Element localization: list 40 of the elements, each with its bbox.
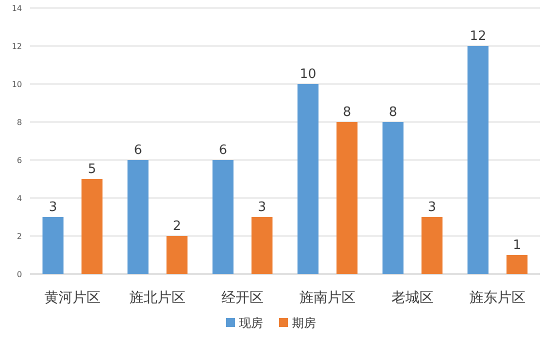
x-tick-label: 旌东片区 <box>470 290 526 306</box>
y-tick-label: 12 <box>12 42 22 51</box>
bar <box>382 122 404 274</box>
y-tick-label: 0 <box>16 270 22 279</box>
data-label: 12 <box>470 29 486 44</box>
bar <box>336 122 358 274</box>
y-tick-label: 4 <box>16 194 22 203</box>
data-label: 6 <box>134 143 142 158</box>
data-label: 8 <box>388 105 398 120</box>
y-tick-label: 14 <box>12 4 22 13</box>
data-label: 2 <box>172 219 182 234</box>
x-tick-label: 旌南片区 <box>300 290 356 306</box>
bar <box>212 160 234 274</box>
data-label: 10 <box>300 67 316 82</box>
data-label: 3 <box>258 200 266 215</box>
legend-label: 现房 <box>239 316 263 330</box>
x-tick-label: 老城区 <box>392 290 434 306</box>
bar <box>128 160 148 274</box>
x-tick-label: 经开区 <box>222 290 264 306</box>
bar <box>468 46 488 274</box>
bar <box>506 255 528 274</box>
data-label: 8 <box>342 105 352 120</box>
y-tick-label: 2 <box>16 232 22 241</box>
bar <box>252 217 272 274</box>
bar <box>298 84 318 274</box>
data-label: 1 <box>512 238 522 253</box>
bar <box>422 217 442 274</box>
data-label: 5 <box>88 162 96 177</box>
y-tick-label: 8 <box>16 118 22 127</box>
legend-label: 期房 <box>292 316 316 330</box>
bar <box>42 217 64 274</box>
data-label: 3 <box>428 200 436 215</box>
y-tick-label: 6 <box>16 156 22 165</box>
y-tick-label: 10 <box>12 80 22 89</box>
x-tick-label: 旌北片区 <box>130 290 186 306</box>
data-label: 3 <box>48 200 58 215</box>
bar <box>82 179 102 274</box>
data-label: 6 <box>218 143 228 158</box>
bar <box>166 236 188 274</box>
x-tick-label: 黄河片区 <box>44 290 100 306</box>
